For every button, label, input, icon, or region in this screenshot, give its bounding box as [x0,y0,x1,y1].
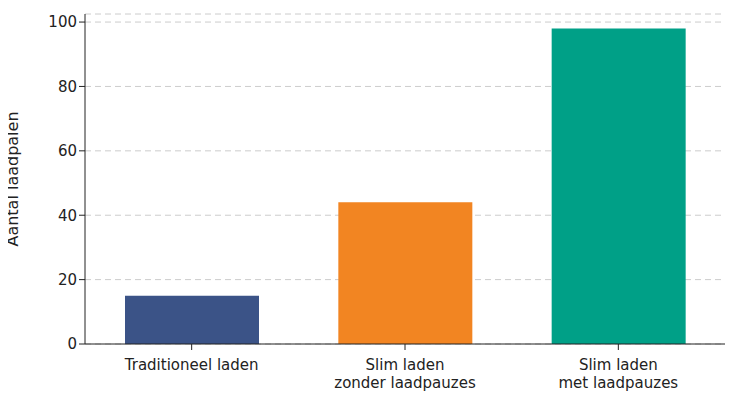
svg-text:Slim ladenmet laadpauzes: Slim ladenmet laadpauzes [558,356,678,392]
svg-text:40: 40 [58,207,77,225]
svg-text:Traditioneel laden: Traditioneel laden [124,356,259,374]
svg-text:100: 100 [48,13,77,31]
svg-text:20: 20 [58,271,77,289]
svg-text:0: 0 [67,335,77,353]
svg-text:Aantal laadpalen: Aantal laadpalen [8,111,22,246]
svg-text:80: 80 [58,78,77,96]
svg-text:Slim ladenzonder laadpauzes: Slim ladenzonder laadpauzes [334,356,476,392]
svg-text:60: 60 [58,142,77,160]
